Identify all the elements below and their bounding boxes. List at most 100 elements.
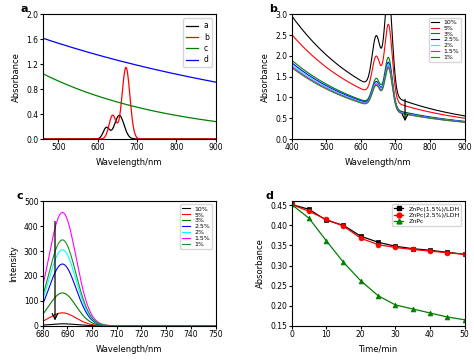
ZnPc <box>410 307 416 311</box>
2.5% <box>123 324 129 328</box>
2% <box>182 324 188 328</box>
5% <box>40 319 46 324</box>
5% <box>385 22 391 26</box>
3% <box>462 119 467 123</box>
10% <box>445 110 451 115</box>
Line: ZnPc: ZnPc <box>289 202 467 322</box>
2.5% <box>337 90 343 95</box>
Legend: a, b, c, d: a, b, c, d <box>183 18 212 67</box>
ZnPc <box>306 216 312 220</box>
Line: 3%: 3% <box>292 57 465 121</box>
10% <box>424 105 429 110</box>
Line: 3%: 3% <box>43 293 216 326</box>
5% <box>289 32 294 37</box>
Line: 2%: 2% <box>292 64 465 122</box>
3% <box>445 117 451 122</box>
1.5% <box>445 118 451 122</box>
ZnPc(1.5%)/LDH <box>427 248 433 252</box>
2% <box>209 324 215 328</box>
Y-axis label: Absorbance: Absorbance <box>261 52 270 102</box>
ZnPc(2.5%)/LDH <box>392 245 398 250</box>
1.5% <box>331 90 337 94</box>
ZnPc(2.5%)/LDH <box>427 249 433 253</box>
2% <box>213 324 219 328</box>
5% <box>462 116 467 120</box>
ZnPc <box>392 303 398 307</box>
Legend: 10%, 5%, 3%, 2.5%, 2%, 1.5%, 1%: 10%, 5%, 3%, 2.5%, 2%, 1.5%, 1% <box>429 18 461 62</box>
ZnPc <box>427 311 433 315</box>
Text: b: b <box>269 4 277 14</box>
2% <box>122 324 128 328</box>
2.5% <box>182 324 188 328</box>
10% <box>289 13 294 18</box>
2.5% <box>424 115 429 119</box>
ZnPc <box>341 260 346 265</box>
10% <box>122 324 128 328</box>
1% <box>60 238 65 242</box>
Line: ZnPc(2.5%)/LDH: ZnPc(2.5%)/LDH <box>289 202 467 257</box>
10% <box>40 323 46 327</box>
ZnPc(2.5%)/LDH <box>341 224 346 228</box>
ZnPc(1.5%)/LDH <box>375 240 381 244</box>
ZnPc(1.5%)/LDH <box>323 218 329 222</box>
2% <box>134 324 139 328</box>
1% <box>209 324 215 328</box>
ZnPc(1.5%)/LDH <box>462 252 467 256</box>
ZnPc(2.5%)/LDH <box>323 217 329 222</box>
5% <box>331 71 337 75</box>
2.5% <box>134 324 139 328</box>
2% <box>402 111 408 116</box>
5% <box>182 324 188 328</box>
1.5% <box>123 324 129 328</box>
2% <box>143 324 149 328</box>
ZnPc(2.5%)/LDH <box>289 202 294 207</box>
3% <box>40 312 46 316</box>
3% <box>122 324 128 328</box>
3% <box>209 324 215 328</box>
2.5% <box>213 324 219 328</box>
ZnPc <box>445 315 450 319</box>
1.5% <box>122 324 128 328</box>
2% <box>385 62 391 67</box>
Y-axis label: Absorbance: Absorbance <box>12 52 21 102</box>
3% <box>424 114 429 118</box>
Line: 5%: 5% <box>292 24 465 118</box>
10% <box>402 99 408 104</box>
10% <box>337 64 343 69</box>
2.5% <box>60 262 65 266</box>
10% <box>462 114 467 118</box>
1% <box>337 93 343 98</box>
2% <box>331 89 337 93</box>
2% <box>344 94 349 98</box>
2.5% <box>344 93 349 97</box>
1% <box>123 324 129 328</box>
10% <box>331 59 337 64</box>
ZnPc(2.5%)/LDH <box>306 209 312 214</box>
1% <box>289 66 294 70</box>
3% <box>60 291 65 295</box>
Line: ZnPc(1.5%)/LDH: ZnPc(1.5%)/LDH <box>289 202 467 257</box>
1.5% <box>60 210 65 215</box>
5% <box>122 324 128 328</box>
Line: 1%: 1% <box>43 240 216 326</box>
1% <box>213 324 219 328</box>
Line: 1.5%: 1.5% <box>292 66 465 122</box>
5% <box>134 324 139 328</box>
Line: 2.5%: 2.5% <box>292 62 465 122</box>
Text: d: d <box>266 191 273 201</box>
3% <box>289 58 294 62</box>
1.5% <box>462 120 467 124</box>
1% <box>331 90 337 95</box>
Text: a: a <box>20 4 27 14</box>
5% <box>424 109 429 113</box>
Text: c: c <box>17 191 23 201</box>
3% <box>385 55 391 59</box>
5% <box>344 79 349 83</box>
Legend: 10%, 5%, 3%, 2.5%, 2%, 1.5%, 1%: 10%, 5%, 3%, 2.5%, 2%, 1.5%, 1% <box>180 205 212 249</box>
5% <box>213 324 219 328</box>
ZnPc <box>323 239 329 243</box>
5% <box>402 104 408 108</box>
1% <box>134 324 139 328</box>
3% <box>134 324 139 328</box>
10% <box>123 324 129 328</box>
